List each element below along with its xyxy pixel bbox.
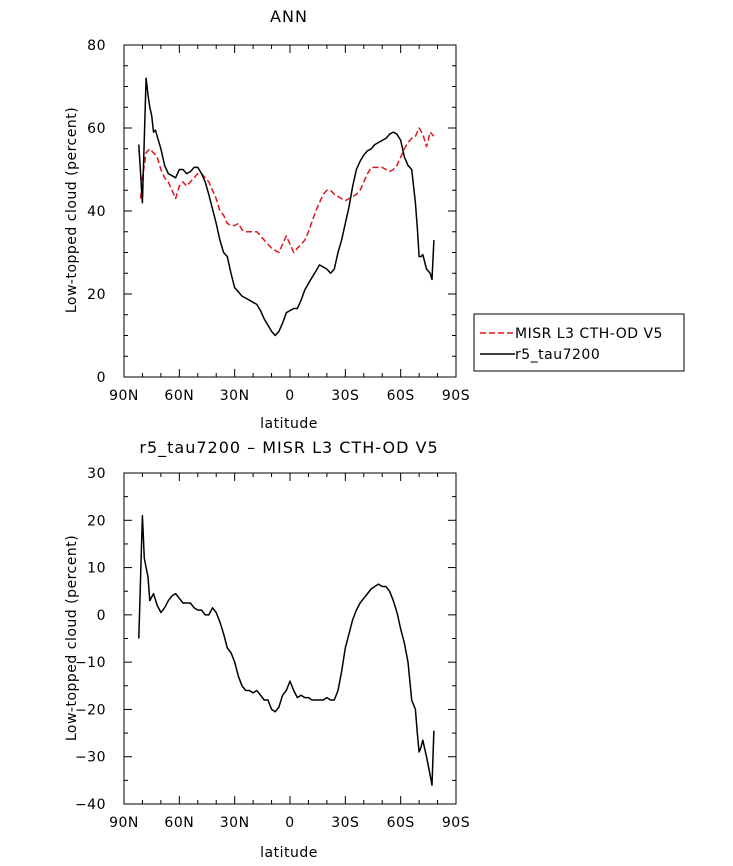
top-x-tick-label: 30S — [331, 388, 359, 404]
bottom-y-tick-label: 10 — [87, 561, 106, 577]
bottom-x-tick-label: 30S — [331, 815, 359, 831]
bottom-x-tick-label: 60S — [387, 815, 415, 831]
bottom-x-tick-label: 60N — [164, 815, 194, 831]
top-series-line-1 — [138, 77, 435, 337]
top-x-tick-label: 0 — [285, 388, 294, 404]
bottom-y-tick-label: 20 — [87, 513, 106, 529]
top-series-line-0 — [139, 127, 435, 254]
top-y-tick-label: 80 — [87, 38, 106, 54]
top-plot-frame — [123, 44, 457, 378]
bottom-y-tick-label: −20 — [75, 702, 106, 718]
top-x-tick-label: 90N — [109, 388, 139, 404]
bottom-x-tick-label: 90S — [442, 815, 470, 831]
top-x-tick-label: 60S — [387, 388, 415, 404]
top-x-tick-label: 90S — [442, 388, 470, 404]
bottom-y-tick-label: −40 — [75, 797, 106, 813]
bottom-panel-x-axis-label: latitude — [260, 845, 318, 861]
legend: MISR L3 CTH-OD V5 r5_tau7200 — [473, 313, 685, 372]
bottom-y-tick-label: −30 — [75, 750, 106, 766]
bottom-panel: r5_tau7200 – MISR L3 CTH-OD V5 latitude … — [64, 438, 470, 861]
top-panel-x-axis-label: latitude — [260, 416, 318, 432]
top-panel-y-axis-label: Low-topped cloud (percent) — [64, 107, 80, 313]
bottom-plot-frame — [123, 472, 457, 805]
bottom-y-tick-label: 0 — [97, 608, 106, 624]
bottom-y-tick-label: 30 — [87, 466, 106, 482]
bottom-y-tick-label: −10 — [75, 655, 106, 671]
top-x-tick-label: 30N — [220, 388, 250, 404]
top-panel-title: ANN — [270, 7, 308, 26]
bottom-panel-title: r5_tau7200 – MISR L3 CTH-OD V5 — [139, 438, 438, 458]
top-y-tick-label: 60 — [87, 121, 106, 137]
bottom-panel-y-axis-label: Low-topped cloud (percent) — [64, 535, 80, 741]
top-y-tick-label: 0 — [97, 370, 106, 386]
top-y-tick-label: 20 — [87, 287, 106, 303]
top-panel: ANN latitude Low-topped cloud (percent) … — [64, 7, 470, 432]
top-y-tick-label: 40 — [87, 204, 106, 220]
bottom-x-tick-label: 0 — [285, 815, 294, 831]
top-x-tick-label: 60N — [164, 388, 194, 404]
bottom-series-line-0 — [138, 514, 435, 786]
bottom-x-tick-label: 90N — [109, 815, 139, 831]
legend-box — [473, 313, 685, 372]
legend-label-misr: MISR L3 CTH-OD V5 — [515, 326, 663, 342]
bottom-x-tick-label: 30N — [220, 815, 250, 831]
legend-label-r5: r5_tau7200 — [515, 347, 600, 363]
